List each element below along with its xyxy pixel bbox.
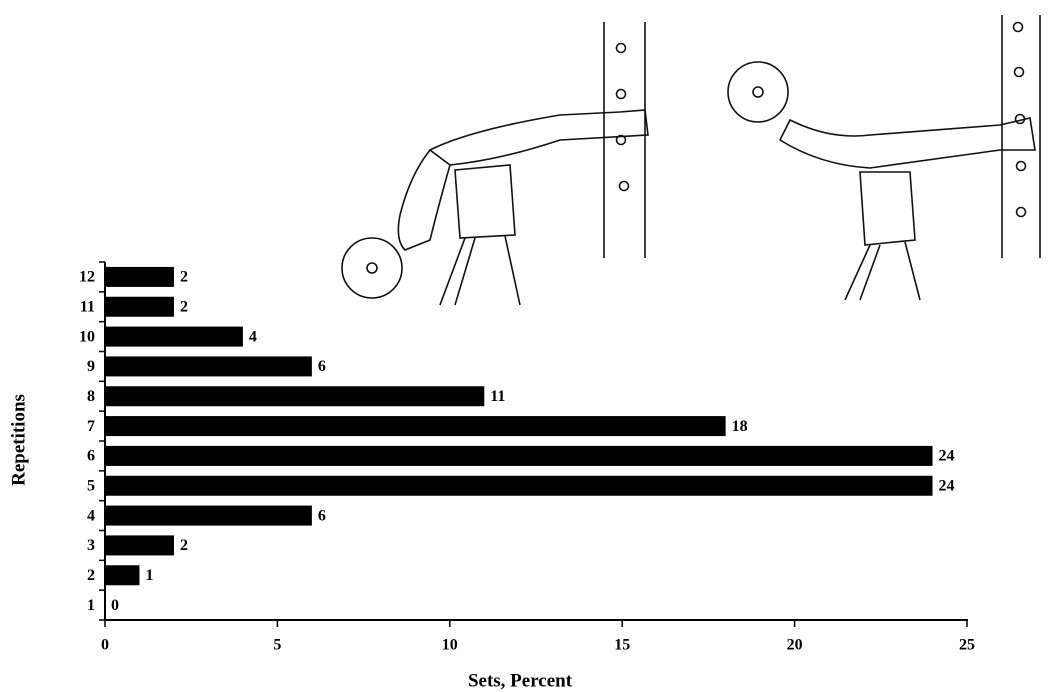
value-label: 4 <box>249 328 257 345</box>
value-label: 18 <box>732 418 748 435</box>
value-label: 1 <box>145 567 153 584</box>
y-tick-label: 7 <box>87 418 95 435</box>
bar <box>105 386 485 407</box>
y-tick-label: 9 <box>87 358 95 375</box>
x-tick-label: 25 <box>959 637 975 654</box>
value-label: 6 <box>318 358 326 375</box>
y-tick-label: 4 <box>87 507 95 524</box>
x-tick-label: 0 <box>101 637 109 654</box>
y-axis-label: Repetitions <box>8 394 29 486</box>
bar <box>105 296 174 317</box>
value-label: 0 <box>111 597 119 614</box>
bar <box>105 266 174 287</box>
bar <box>105 416 726 437</box>
x-axis-label: Sets, Percent <box>468 670 573 691</box>
x-tick-label: 5 <box>273 637 281 654</box>
bar <box>105 445 933 466</box>
x-tick-label: 20 <box>787 637 803 654</box>
y-tick-label: 3 <box>87 537 95 554</box>
y-tick-label: 1 <box>87 597 95 614</box>
y-tick-label: 12 <box>79 269 95 286</box>
y-tick-label: 11 <box>80 298 95 315</box>
x-tick-label: 10 <box>442 637 458 654</box>
value-label: 11 <box>490 388 505 405</box>
bar <box>105 475 933 496</box>
bar <box>105 505 312 526</box>
value-label: 2 <box>180 298 188 315</box>
value-label: 24 <box>939 477 955 494</box>
value-label: 2 <box>180 269 188 286</box>
y-tick-label: 5 <box>87 477 95 494</box>
illustration <box>341 15 1041 306</box>
x-tick-label: 15 <box>614 637 630 654</box>
y-tick-label: 2 <box>87 567 95 584</box>
bar <box>105 356 312 377</box>
bar <box>105 535 174 556</box>
value-label: 6 <box>318 507 326 524</box>
bar <box>105 565 140 586</box>
y-tick-label: 8 <box>87 388 95 405</box>
value-label: 24 <box>939 448 955 465</box>
y-tick-label: 6 <box>87 448 95 465</box>
bar <box>105 326 243 347</box>
value-label: 2 <box>180 537 188 554</box>
y-tick-label: 10 <box>79 328 95 345</box>
